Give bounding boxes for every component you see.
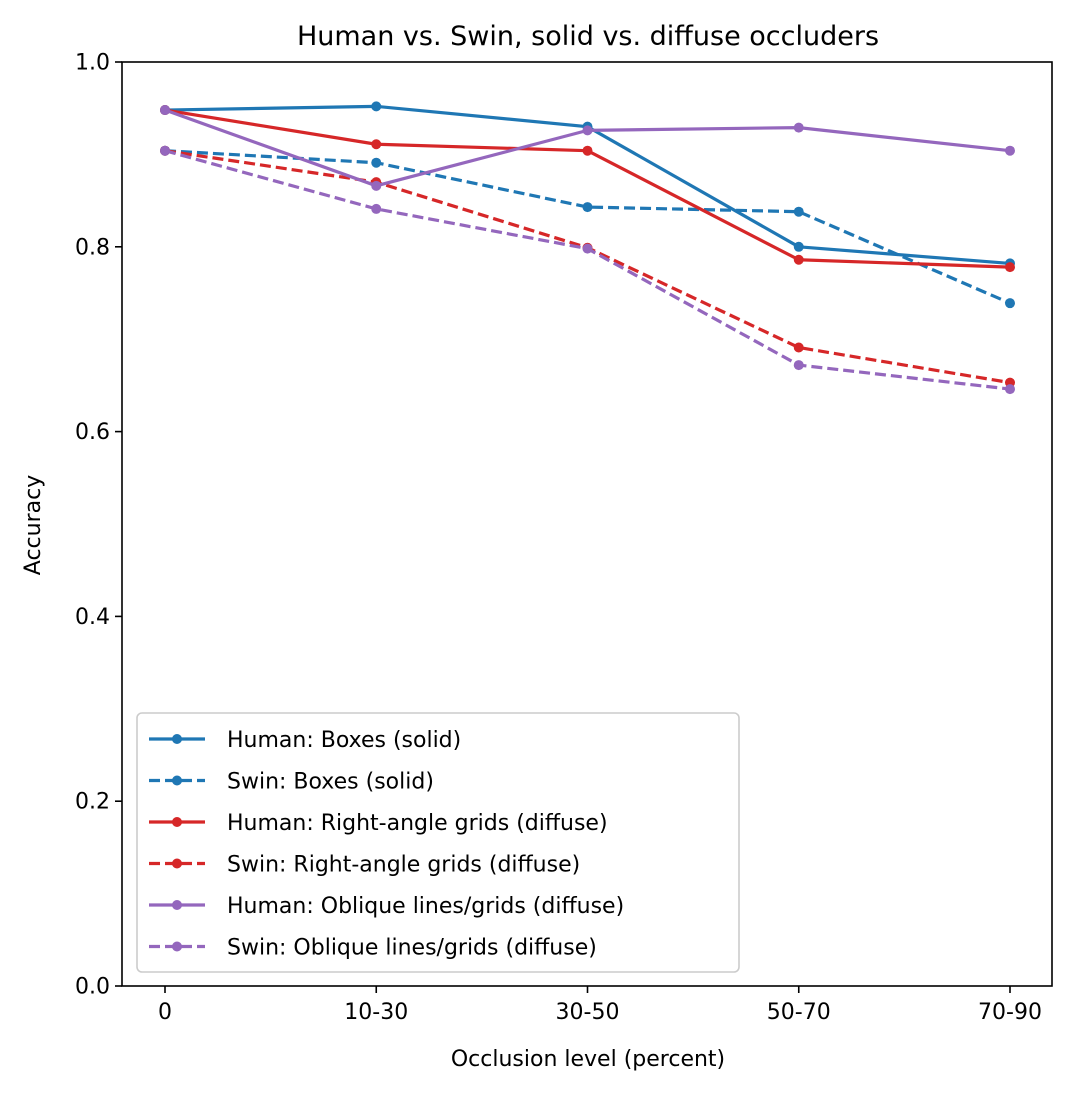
axes-frame — [121, 61, 1053, 987]
series-line — [160, 145, 1015, 395]
chart-title: Human vs. Swin, solid vs. diffuse occlud… — [297, 21, 879, 52]
y-tick-label: 1.0 — [75, 51, 110, 76]
x-axis-label: Occlusion level (percent) — [451, 1047, 725, 1072]
legend-item: Human: Oblique lines/grids (diffuse) — [149, 894, 624, 919]
data-point — [793, 360, 804, 371]
data-point — [160, 145, 170, 156]
legend-item: Swin: Oblique lines/grids (diffuse) — [149, 936, 597, 961]
legend-label: Swin: Oblique lines/grids (diffuse) — [227, 936, 597, 961]
series-line — [160, 105, 1015, 191]
data-point — [371, 101, 382, 112]
legend-marker — [172, 900, 182, 910]
x-tick-label: 50-70 — [767, 1000, 831, 1025]
data-point — [371, 180, 382, 191]
data-point — [582, 243, 593, 254]
legend-item: Human: Right-angle grids (diffuse) — [149, 811, 608, 836]
y-tick-label: 0.6 — [75, 420, 110, 445]
y-tick-label: 0.2 — [75, 790, 110, 815]
legend-marker — [172, 941, 182, 952]
x-tick-label: 30-50 — [556, 1000, 620, 1025]
x-tick-label: 0 — [158, 1000, 172, 1025]
data-point — [793, 342, 804, 353]
data-point — [1005, 262, 1015, 273]
data-point — [582, 202, 593, 213]
legend-item: Human: Boxes (solid) — [149, 728, 461, 753]
data-point — [793, 254, 804, 265]
legend-marker — [172, 734, 182, 744]
data-point — [371, 139, 382, 150]
legend-marker — [172, 775, 182, 786]
data-point — [793, 122, 804, 133]
data-point — [371, 157, 382, 168]
legend-label: Human: Boxes (solid) — [227, 728, 461, 753]
legend-label: Swin: Right-angle grids (diffuse) — [227, 853, 580, 878]
legend-item: Swin: Right-angle grids (diffuse) — [149, 853, 580, 878]
y-tick-label: 0.8 — [75, 235, 110, 260]
data-point — [793, 206, 804, 217]
data-point — [160, 105, 170, 116]
y-tick-label: 0.4 — [75, 605, 110, 630]
legend-label: Human: Right-angle grids (diffuse) — [227, 811, 608, 836]
legend-marker — [172, 858, 182, 869]
legend: Human: Boxes (solid) Swin: Boxes (solid) H… — [136, 712, 740, 973]
plot-area: 0.0 0.2 0.4 0.6 0.8 1.0 0 10-30 30-50 50-70 70-90 — [75, 51, 1053, 1025]
data-point — [793, 241, 804, 252]
legend-label: Human: Oblique lines/grids (diffuse) — [227, 894, 624, 919]
legend-item: Swin: Boxes (solid) — [149, 770, 434, 795]
data-point — [371, 203, 382, 214]
legend-marker — [172, 817, 182, 827]
x-tick-label: 70-90 — [978, 1000, 1042, 1025]
legend-label: Swin: Boxes (solid) — [227, 770, 434, 795]
y-axis-label: Accuracy — [21, 475, 46, 575]
y-tick-label: 0.0 — [75, 975, 110, 1000]
data-point — [1005, 298, 1015, 309]
legend-frame — [136, 712, 740, 973]
data-point — [1005, 145, 1015, 156]
data-point — [582, 125, 593, 136]
x-tick-label: 10-30 — [344, 1000, 408, 1025]
data-point — [1005, 384, 1015, 395]
data-point — [582, 145, 593, 156]
